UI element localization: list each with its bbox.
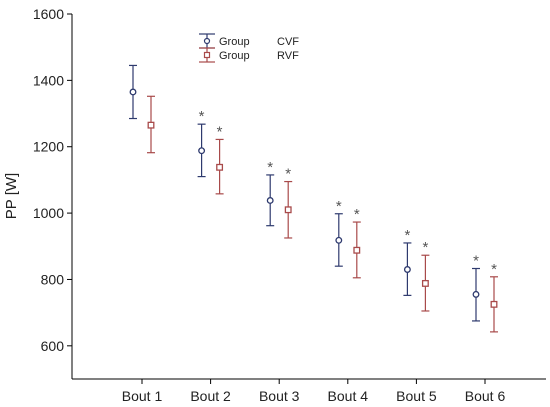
data-point bbox=[335, 236, 343, 244]
significance-marker: * bbox=[491, 261, 497, 278]
series-cvf: * * * * * bbox=[129, 64, 480, 322]
legend: Group CVF Group RVF bbox=[199, 33, 299, 63]
significance-marker: * bbox=[422, 239, 428, 256]
data-point bbox=[147, 121, 155, 129]
data-point bbox=[403, 266, 411, 273]
legend-label: CVF bbox=[277, 36, 299, 48]
x-tick-label: Bout 5 bbox=[396, 388, 437, 404]
data-point bbox=[198, 147, 206, 155]
x-tick-label: Bout 1 bbox=[122, 388, 163, 404]
series-rvf: * * * * * bbox=[147, 95, 498, 333]
data-point bbox=[216, 163, 224, 171]
data-point bbox=[421, 279, 429, 287]
significance-marker: * bbox=[336, 198, 342, 215]
significance-marker: * bbox=[217, 123, 223, 140]
y-tick-label: 600 bbox=[41, 338, 65, 354]
y-tick-label: 1200 bbox=[33, 139, 64, 155]
legend-marker bbox=[203, 37, 211, 45]
significance-marker: * bbox=[267, 159, 273, 176]
y-tick-label: 1600 bbox=[33, 6, 64, 22]
axes bbox=[71, 14, 546, 380]
legend-label: Group bbox=[219, 50, 250, 62]
significance-marker: * bbox=[354, 206, 360, 223]
legend-label: RVF bbox=[277, 50, 299, 62]
data-point bbox=[472, 290, 480, 298]
data-point bbox=[266, 197, 274, 204]
series-layer: * * * * * * * * * * bbox=[129, 64, 498, 333]
x-tick-label: Bout 3 bbox=[259, 388, 300, 404]
x-tick-label: Bout 4 bbox=[328, 388, 369, 404]
significance-marker: * bbox=[473, 253, 479, 270]
data-point bbox=[490, 300, 498, 308]
legend-label: Group bbox=[219, 36, 250, 48]
y-tick-label: 800 bbox=[41, 271, 65, 287]
legend-marker bbox=[203, 51, 211, 59]
x-tick-label: Bout 6 bbox=[465, 388, 506, 404]
y-tick-label: 1400 bbox=[33, 72, 64, 88]
x-ticks: Bout 1 Bout 2 Bout 3 Bout 4 Bout 5 Bout 6 bbox=[122, 379, 506, 404]
significance-marker: * bbox=[199, 108, 205, 125]
y-ticks: 600 800 1000 1200 1400 1600 bbox=[33, 6, 72, 354]
y-axis-title: PP [W] bbox=[3, 173, 20, 219]
data-point bbox=[353, 246, 361, 254]
y-tick-label: 1000 bbox=[33, 205, 64, 221]
significance-marker: * bbox=[404, 227, 410, 244]
x-tick-label: Bout 2 bbox=[190, 388, 231, 404]
significance-marker: * bbox=[285, 166, 291, 183]
data-point bbox=[284, 206, 292, 214]
data-point bbox=[129, 88, 137, 96]
